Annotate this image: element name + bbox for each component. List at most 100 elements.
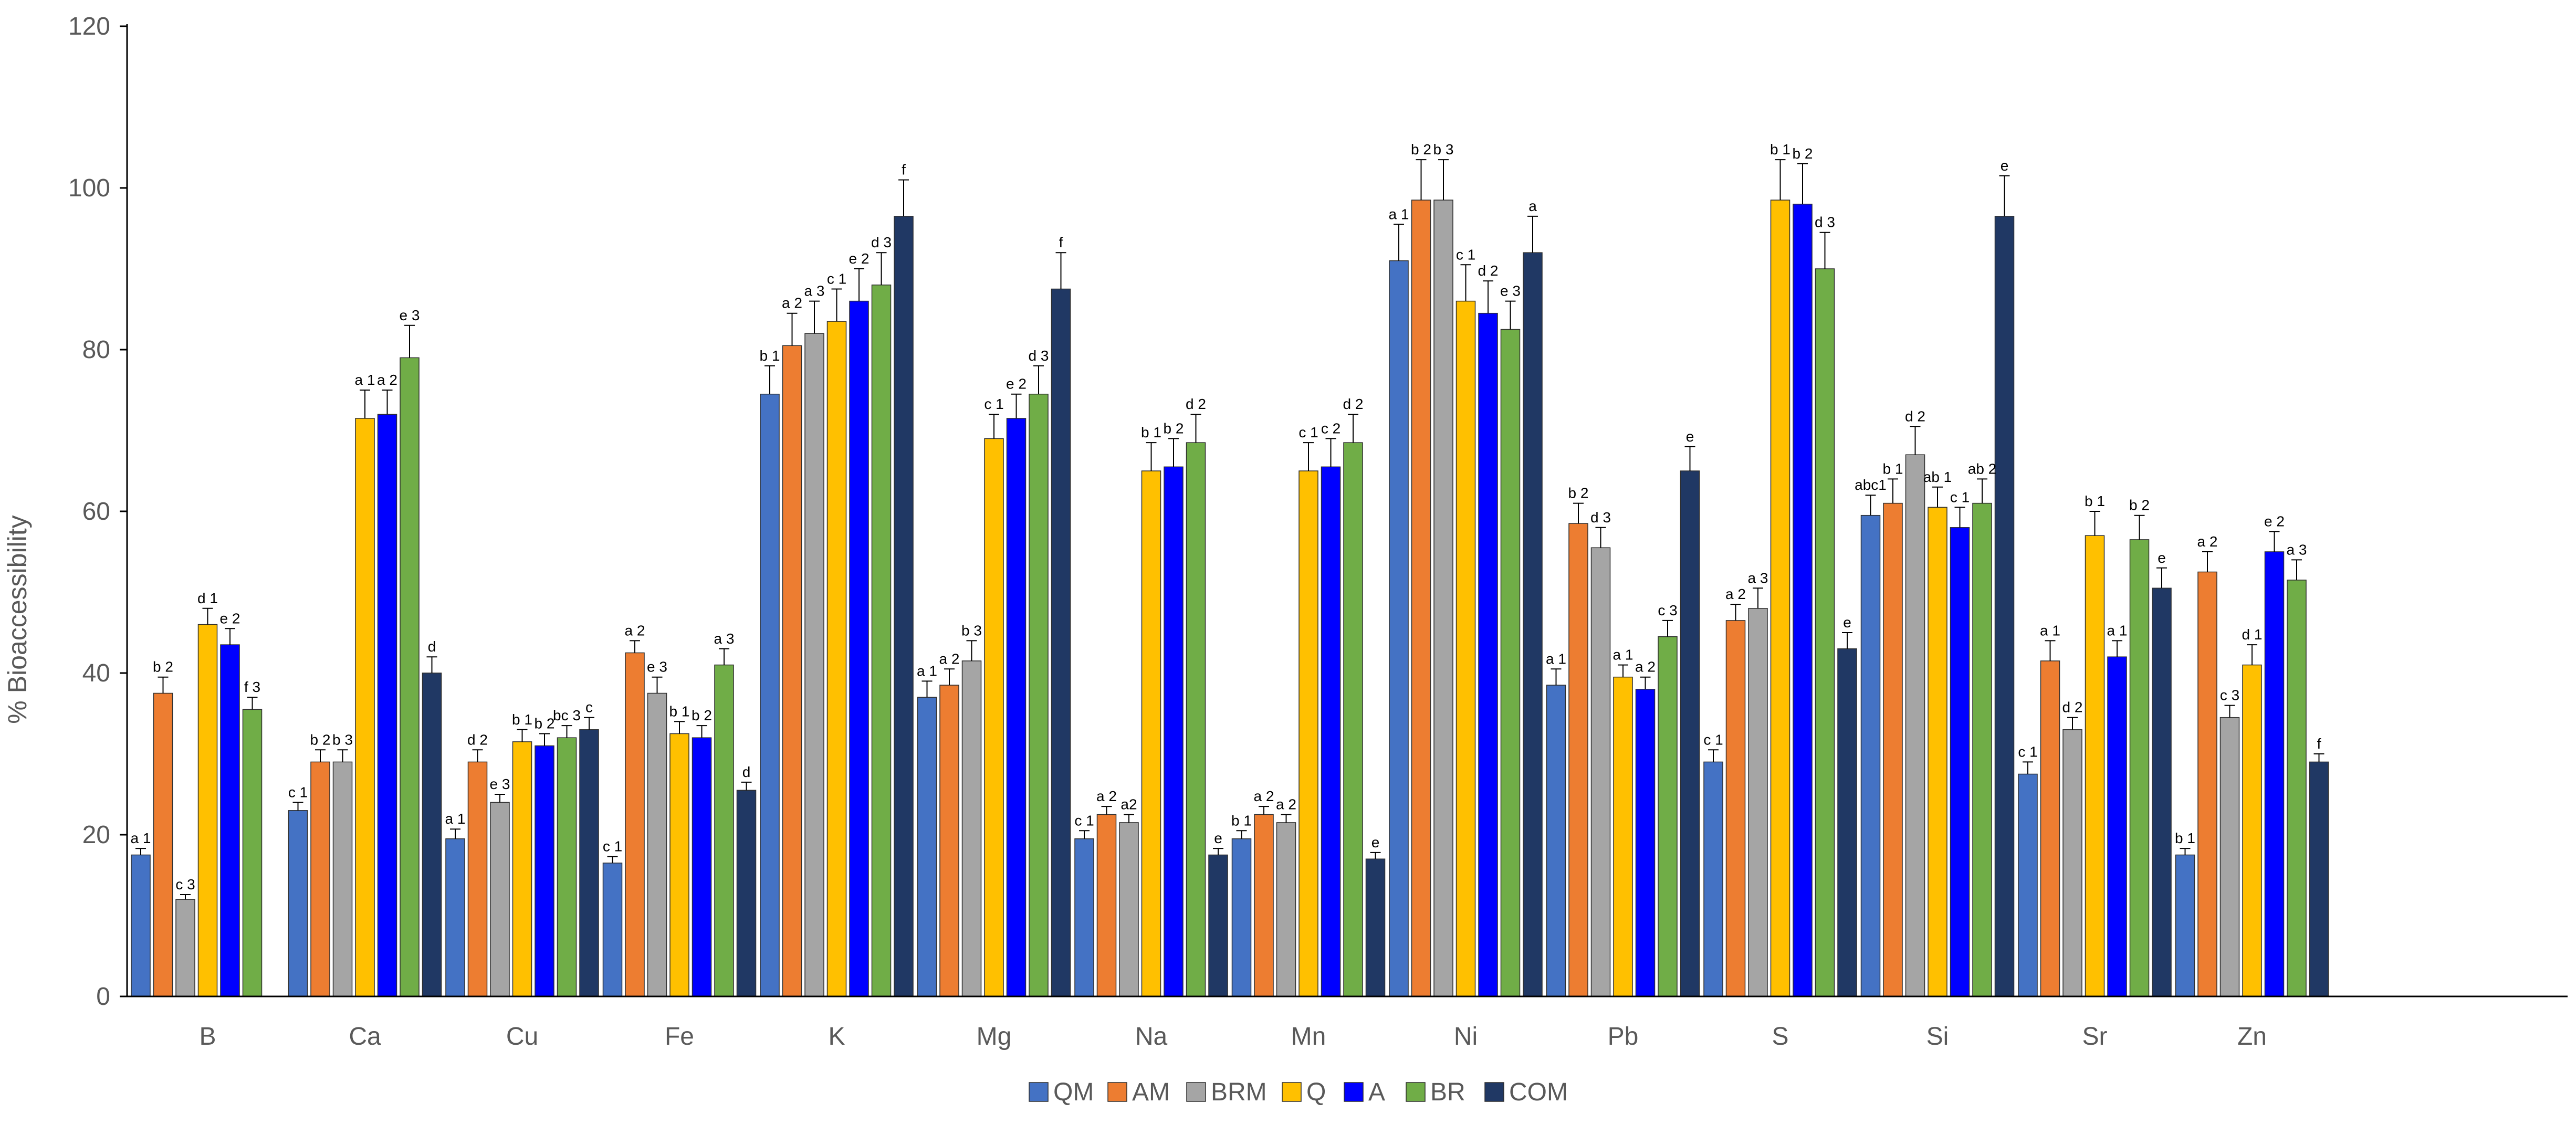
significance-label: d 2 [1905,408,1925,424]
x-tick-label: Si [1926,1023,1949,1051]
bar-brm-fe [647,692,667,997]
significance-label: c 1 [1456,246,1475,262]
significance-label: c 1 [288,784,308,800]
y-tick-label: 40 [82,659,110,687]
significance-label: b 2 [1568,485,1589,501]
significance-label: c 2 [1321,420,1341,436]
bar-qm-fe [602,863,623,997]
bar-am-cu [467,761,488,997]
significance-label: e [1686,428,1694,445]
legend-swatch-br [1406,1082,1426,1102]
bar-am-fe [625,652,645,997]
significance-label: b 1 [760,348,780,364]
bar-br-mn [1343,442,1363,997]
significance-label: b 3 [961,622,982,638]
y-tick-label: 120 [68,13,110,40]
x-tick-label: Ni [1454,1023,1478,1051]
significance-label: c 1 [1950,489,1970,505]
significance-label: d 2 [1343,396,1364,412]
bar-brm-na [1119,822,1139,997]
significance-label: a 2 [2197,533,2218,550]
bar-brm-zn [2219,717,2240,997]
bars [131,199,2329,997]
legend-label-br: BR [1430,1078,1465,1106]
bar-com-pb [1680,470,1700,997]
bar-br-b [242,709,263,997]
bar-qm-mg [917,697,937,997]
significance-label: abc1 [1855,477,1887,493]
bar-a-mg [1006,418,1027,997]
bar-q-k [826,321,847,997]
legend-swatch-am [1107,1082,1127,1102]
y-tick-label: 80 [82,336,110,364]
significance-label: e [1371,834,1380,850]
y-axis-ticks: 0 20 40 60 80 100 120 [68,13,127,1011]
significance-label: b 2 [153,659,173,675]
x-tick-label: B [199,1023,216,1051]
significance-label: b 2 [1411,141,1431,157]
significance-label: a 3 [2287,541,2307,558]
significance-label: a 2 [1635,659,1656,675]
bar-br-pb [1658,636,1678,997]
significance-label: c 1 [1299,424,1318,440]
legend: QM AM BRM Q A BR COM [1029,1078,1568,1106]
bar-brm-mg [961,660,982,997]
bar-brm-si [1905,454,1925,997]
bar-br-na [1186,442,1206,997]
significance-label: e 2 [849,250,870,267]
bar-qm-ni [1389,260,1409,997]
significance-label: a 3 [804,283,825,299]
significance-label: f [902,162,906,178]
bar-a-mn [1321,466,1341,997]
significance-label: a 1 [2107,622,2128,638]
significance-label: b 1 [1231,812,1252,828]
x-axis-ticks: B Ca Cu Fe K Mg Na Mn Ni Pb S Si Sr Zn [199,1023,2267,1051]
bar-qm-mn [1231,838,1252,997]
significance-label: d 3 [1029,348,1049,364]
significance-label: d [428,638,436,655]
bar-am-mg [939,685,959,997]
significance-label: a 1 [1613,647,1633,663]
y-axis-title: % Bioaccessibility [3,515,32,723]
bar-qm-s [1703,761,1723,997]
legend-label-am: AM [1132,1078,1170,1106]
significance-label: c 3 [1658,602,1677,618]
bar-a-s [1793,204,1813,997]
significance-label: b 2 [1793,145,1813,162]
significance-label: e 3 [1500,283,1521,299]
significance-label: b 1 [2085,493,2105,509]
significance-label: a 2 [1096,788,1117,804]
legend-swatch-qm [1029,1082,1049,1102]
bar-am-ca [310,761,330,997]
bar-brm-k [804,333,824,997]
bar-a-pb [1635,689,1656,997]
significance-label: c 1 [2018,743,2037,760]
bar-am-ni [1411,199,1431,997]
x-tick-label: Na [1135,1023,1168,1051]
significance-label: e 3 [400,307,420,323]
bar-brm-sr [2062,729,2082,997]
bar-q-mn [1299,470,1318,997]
significance-label: e 3 [647,659,667,675]
significance-label: c 3 [2220,687,2239,703]
significance-label: d 2 [1478,262,1499,279]
significance-label: c 1 [603,838,622,855]
significance-label: b 3 [332,731,353,748]
error-bars [135,159,2324,900]
bar-br-zn [2287,580,2307,997]
bar-com-sr [2152,587,2172,997]
significance-label: b 1 [1883,460,1903,477]
significance-label: e 2 [220,610,240,626]
legend-label-a: A [1368,1078,1385,1106]
bar-q-mg [984,438,1004,997]
significance-label: c 1 [827,271,846,287]
significance-label: b 2 [1164,420,1184,436]
significance-label: a 2 [939,650,960,667]
bar-am-mn [1254,814,1274,997]
significance-label: d 2 [1186,396,1206,412]
legend-swatch-a [1344,1082,1364,1102]
x-tick-label: Sr [2082,1023,2108,1051]
legend-swatch-brm [1186,1082,1206,1102]
y-tick-label: 0 [96,983,110,1011]
bar-com-cu [579,729,599,997]
